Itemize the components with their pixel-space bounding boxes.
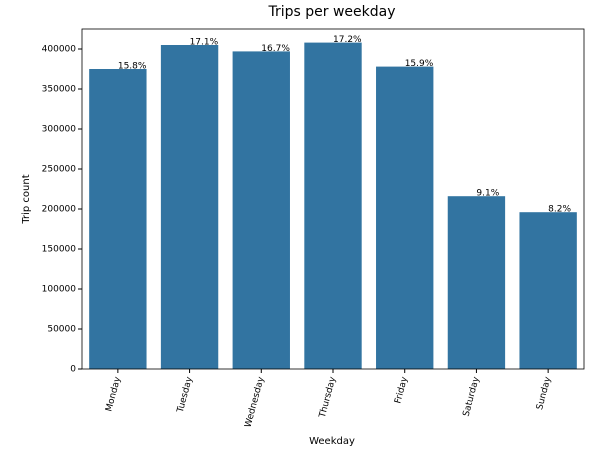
data-label: 15.8%	[118, 62, 147, 72]
bar	[232, 51, 290, 370]
bar	[160, 45, 219, 369]
data-label: 17.1%	[190, 38, 219, 48]
data-label: 16.7%	[261, 44, 290, 54]
data-label: 8.2%	[548, 205, 571, 215]
x-tick-label: Thursday	[318, 375, 339, 420]
y-tick-label: 200000	[42, 205, 77, 215]
y-tick-label: 150000	[42, 245, 77, 255]
plot-frame	[81, 28, 585, 370]
x-tick-label: Tuesday	[175, 375, 195, 415]
x-tick-label: Saturday	[462, 375, 482, 417]
x-tick-label: Wednesday	[243, 375, 266, 429]
data-label: 15.9%	[405, 59, 434, 69]
bar	[447, 196, 506, 369]
data-label: 17.2%	[333, 35, 362, 45]
x-tick-label: Sunday	[535, 375, 554, 411]
y-axis-label: Trip count	[21, 174, 32, 224]
x-axis-label: Weekday	[309, 436, 355, 447]
bar	[519, 212, 577, 369]
data-label: 9.1%	[476, 189, 499, 199]
chart-title: Trips per weekday	[267, 4, 395, 20]
y-tick-label: 300000	[42, 125, 77, 135]
bar	[304, 42, 362, 369]
bar	[89, 69, 147, 369]
y-tick-label: 50000	[47, 325, 76, 335]
x-tick-label: Friday	[393, 375, 410, 405]
y-tick-label: 250000	[42, 165, 77, 175]
y-tick-label: 0	[70, 365, 76, 375]
y-tick-label: 400000	[42, 45, 77, 55]
y-tick-label: 350000	[42, 85, 77, 95]
bar	[376, 66, 434, 369]
y-tick-label: 100000	[42, 285, 77, 295]
x-tick-label: Monday	[104, 375, 123, 413]
